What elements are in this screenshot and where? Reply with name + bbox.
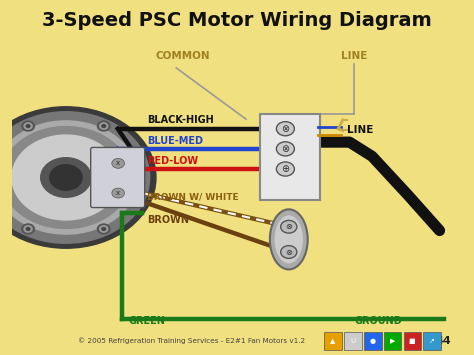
Text: ▲: ▲ — [330, 338, 336, 344]
Text: ⊗: ⊗ — [282, 124, 290, 134]
Circle shape — [0, 112, 150, 243]
FancyBboxPatch shape — [259, 114, 320, 201]
Circle shape — [22, 121, 35, 131]
Text: BLUE-MED: BLUE-MED — [147, 136, 203, 146]
Ellipse shape — [270, 209, 308, 269]
Circle shape — [281, 220, 297, 233]
Circle shape — [24, 123, 32, 129]
Text: 3-Speed PSC Motor Wiring Diagram: 3-Speed PSC Motor Wiring Diagram — [42, 11, 432, 30]
Circle shape — [26, 228, 30, 230]
Circle shape — [102, 228, 106, 230]
Circle shape — [98, 121, 110, 131]
FancyBboxPatch shape — [344, 332, 362, 350]
FancyBboxPatch shape — [324, 332, 342, 350]
Text: ⊗: ⊗ — [285, 247, 292, 257]
Text: U: U — [350, 338, 356, 344]
Text: x: x — [116, 160, 120, 166]
Circle shape — [0, 107, 156, 248]
Text: BROWN W/ WHITE: BROWN W/ WHITE — [147, 192, 238, 201]
Text: GREEN: GREEN — [129, 316, 166, 326]
FancyBboxPatch shape — [403, 332, 421, 350]
Text: ▶: ▶ — [390, 338, 395, 344]
Text: GROUND: GROUND — [354, 316, 402, 326]
Circle shape — [0, 121, 138, 234]
Circle shape — [276, 142, 294, 156]
Circle shape — [26, 125, 30, 127]
Text: x: x — [116, 190, 120, 196]
Text: BLACK-HIGH: BLACK-HIGH — [147, 115, 214, 125]
Circle shape — [112, 188, 125, 198]
Circle shape — [276, 122, 294, 136]
Circle shape — [41, 158, 91, 197]
Text: © 2005 Refrigeration Training Services - E2#1 Fan Motors v1.2: © 2005 Refrigeration Training Services -… — [78, 338, 306, 344]
Circle shape — [112, 158, 125, 168]
Circle shape — [24, 226, 32, 232]
Circle shape — [98, 224, 110, 234]
FancyBboxPatch shape — [384, 332, 401, 350]
Text: ■: ■ — [409, 338, 415, 344]
Text: LINE: LINE — [341, 50, 367, 60]
FancyBboxPatch shape — [91, 147, 145, 208]
Circle shape — [100, 226, 108, 232]
Text: ↗: ↗ — [429, 338, 435, 344]
Circle shape — [1, 127, 131, 228]
Circle shape — [276, 162, 294, 176]
Ellipse shape — [274, 215, 303, 263]
FancyBboxPatch shape — [364, 332, 382, 350]
Circle shape — [50, 165, 82, 190]
FancyBboxPatch shape — [423, 332, 441, 350]
Text: ⊗: ⊗ — [285, 222, 292, 231]
Circle shape — [102, 125, 106, 127]
Text: LINE: LINE — [347, 125, 374, 135]
Circle shape — [12, 135, 120, 220]
Text: ⊗: ⊗ — [282, 144, 290, 154]
Text: RED-LOW: RED-LOW — [147, 156, 198, 166]
Text: ⊕: ⊕ — [282, 164, 290, 174]
Circle shape — [22, 224, 35, 234]
Text: 44: 44 — [435, 336, 451, 346]
Circle shape — [281, 246, 297, 258]
Text: ●: ● — [369, 338, 375, 344]
Circle shape — [100, 123, 108, 129]
Text: COMMON: COMMON — [155, 50, 210, 60]
Text: BROWN: BROWN — [147, 215, 189, 225]
